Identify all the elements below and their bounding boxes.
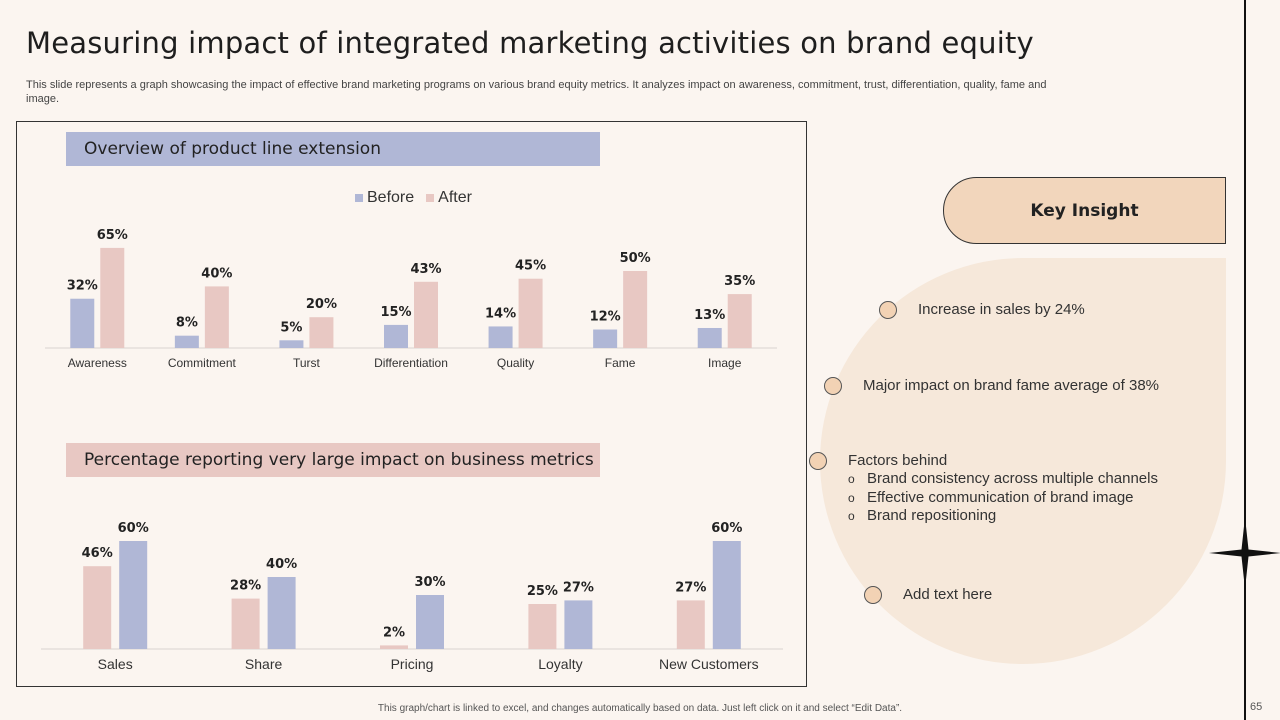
insight-item-2: Major impact on brand fame average of 38… bbox=[863, 377, 1159, 394]
slide-title: Measuring impact of integrated marketing… bbox=[26, 26, 1034, 60]
data-label: 30% bbox=[414, 575, 445, 590]
data-label: 15% bbox=[380, 305, 411, 320]
data-label: 25% bbox=[527, 584, 558, 599]
data-label: 60% bbox=[711, 521, 742, 536]
legend-before-label: Before bbox=[367, 189, 415, 206]
data-label: 8% bbox=[176, 316, 198, 331]
legend-after: After bbox=[426, 189, 472, 207]
bar bbox=[100, 247, 125, 348]
category-label: Awareness bbox=[68, 356, 127, 370]
category-label: Differentiation bbox=[374, 356, 448, 370]
bar bbox=[676, 600, 705, 649]
bar bbox=[623, 271, 648, 348]
data-label: 20% bbox=[306, 297, 337, 312]
category-label: Loyalty bbox=[538, 656, 582, 672]
category-label: Fame bbox=[605, 356, 636, 370]
category-label: Quality bbox=[497, 356, 534, 370]
chart-container[interactable] bbox=[16, 121, 807, 687]
bar bbox=[231, 598, 260, 649]
sub-item: o Effective communication of brand image bbox=[848, 489, 1158, 508]
bar bbox=[414, 281, 438, 348]
data-label: 60% bbox=[118, 521, 149, 536]
bar bbox=[204, 286, 229, 348]
insight-dot-2 bbox=[824, 377, 842, 395]
data-label: 40% bbox=[266, 557, 297, 572]
data-label: 28% bbox=[230, 579, 261, 594]
bar bbox=[267, 577, 296, 649]
data-label: 13% bbox=[694, 308, 725, 323]
bar bbox=[564, 600, 593, 649]
chart1-plot[interactable]: 32% 65% Awareness 8% 40% Commitment 5% 20% Turst… bbox=[0, 0, 820, 400]
sub-item-text: Brand repositioning bbox=[867, 507, 997, 524]
chart1-legend: Before After bbox=[355, 189, 472, 207]
insight-dot-3 bbox=[809, 452, 827, 470]
data-label: 27% bbox=[563, 580, 594, 595]
key-insight-header: Key Insight bbox=[943, 177, 1226, 244]
category-label: Sales bbox=[98, 656, 133, 672]
category-label: New Customers bbox=[659, 656, 759, 672]
bar bbox=[384, 324, 408, 348]
bar bbox=[727, 294, 752, 348]
insight-dot-4 bbox=[864, 586, 882, 604]
bar bbox=[488, 326, 513, 348]
legend-before: Before bbox=[355, 189, 414, 207]
data-label: 2% bbox=[383, 625, 405, 640]
data-label: 46% bbox=[82, 546, 113, 561]
data-label: 45% bbox=[515, 259, 546, 274]
category-label: Image bbox=[708, 356, 742, 370]
bar bbox=[279, 340, 304, 348]
sub-item: o Brand consistency across multiple chann… bbox=[848, 470, 1158, 489]
chart2-title: Percentage reporting very large impact o… bbox=[66, 443, 600, 477]
data-label: 5% bbox=[280, 320, 302, 335]
insight-dot-1 bbox=[879, 301, 897, 319]
sub-item-text: Brand consistency across multiple channe… bbox=[867, 470, 1158, 487]
category-label: Share bbox=[245, 656, 283, 672]
slide-description: This slide represents a graph showcasing… bbox=[26, 79, 1047, 105]
bar bbox=[712, 541, 741, 649]
data-label: 14% bbox=[485, 306, 516, 321]
insight-item-3: Factors behind bbox=[848, 452, 948, 469]
data-label: 35% bbox=[724, 274, 755, 289]
insight-sub-list: o Brand consistency across multiple chann… bbox=[848, 470, 1158, 526]
data-label: 12% bbox=[590, 310, 621, 325]
insight-item-1: Increase in sales by 24% bbox=[918, 301, 1085, 318]
category-label: Commitment bbox=[168, 356, 237, 370]
bar bbox=[697, 327, 722, 348]
page-number: 65 bbox=[1250, 701, 1263, 713]
legend-after-swatch bbox=[426, 194, 435, 202]
sub-bullet: o bbox=[848, 490, 855, 505]
bar bbox=[518, 278, 543, 348]
chart2-plot[interactable]: 46% 60% Sales 28% 40% Share 2% 30% Pricing 25% 27%… bbox=[0, 0, 820, 700]
bar bbox=[593, 329, 618, 348]
bar bbox=[528, 604, 557, 649]
category-label: Pricing bbox=[391, 656, 434, 672]
legend-after-label: After bbox=[438, 189, 472, 206]
data-label: 27% bbox=[675, 580, 706, 595]
bar bbox=[416, 595, 444, 649]
insight-item-4: Add text here bbox=[903, 586, 993, 603]
chart1-title: Overview of product line extension bbox=[66, 132, 600, 166]
bar bbox=[119, 541, 148, 649]
category-label: Turst bbox=[293, 356, 321, 370]
data-label: 40% bbox=[201, 266, 232, 281]
data-label: 43% bbox=[410, 262, 441, 277]
decorative-vertical-line bbox=[1244, 0, 1246, 720]
data-label: 32% bbox=[67, 279, 98, 294]
bar bbox=[309, 317, 334, 348]
data-label: 50% bbox=[620, 251, 651, 266]
bar bbox=[70, 298, 95, 348]
sub-item-text: Effective communication of brand image bbox=[867, 488, 1134, 506]
bar bbox=[174, 335, 199, 348]
legend-before-swatch bbox=[355, 194, 363, 202]
sub-bullet: o bbox=[848, 509, 855, 523]
sub-item: o Brand repositioning bbox=[848, 507, 1158, 526]
sub-bullet: o bbox=[848, 472, 855, 486]
insight-panel bbox=[820, 258, 1226, 664]
data-label: 65% bbox=[97, 228, 128, 243]
star-icon bbox=[1209, 517, 1280, 589]
bar bbox=[83, 566, 112, 649]
footer-note: This graph/chart is linked to excel, and… bbox=[377, 703, 903, 714]
bar bbox=[380, 645, 408, 649]
